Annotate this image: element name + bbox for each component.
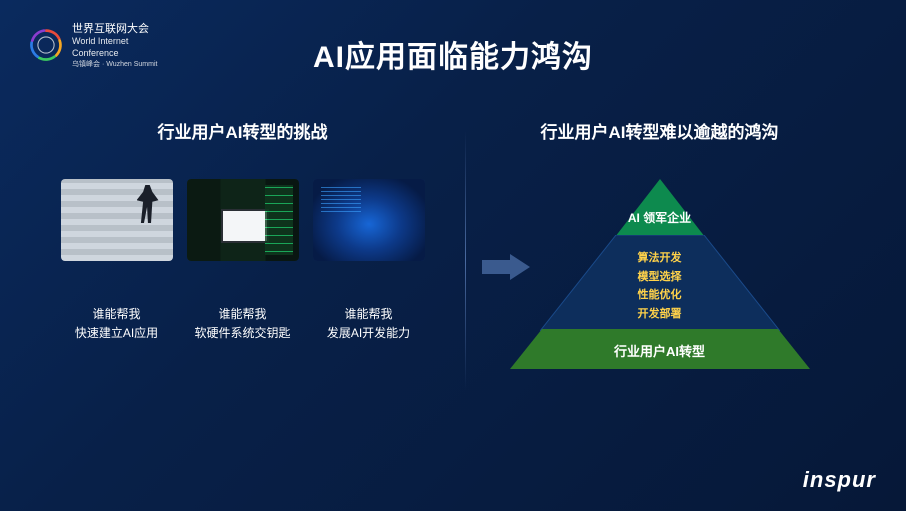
caption-line: 谁能帮我	[313, 305, 425, 324]
pyramid-top-shape	[615, 179, 705, 237]
right-column: 行业用户AI转型难以逾越的鸿沟 AI 领军企业 算法开发	[453, 118, 906, 369]
challenge-cards: 谁能帮我 快速建立AI应用 谁能帮我 软硬件系统交钥匙 谁能帮我 发展AI开发能…	[72, 179, 413, 343]
pyramid-mid-line: 开发部署	[540, 305, 780, 324]
card-caption: 谁能帮我 快速建立AI应用	[61, 305, 173, 343]
card-image-brain	[313, 179, 425, 261]
pyramid-top-prefix: AI	[628, 211, 640, 225]
pyramid-top-rest: 领军企业	[640, 211, 691, 225]
right-heading: 行业用户AI转型难以逾越的鸿沟	[473, 118, 846, 143]
caption-line: 谁能帮我	[61, 305, 173, 324]
pyramid-tier-mid: 算法开发 模型选择 性能优化 开发部署	[540, 235, 780, 331]
challenge-card: 谁能帮我 软硬件系统交钥匙	[187, 179, 299, 343]
pyramid-tier-top: AI 领军企业	[615, 179, 705, 237]
caption-line: 谁能帮我	[187, 305, 299, 324]
pyramid-mid-line: 性能优化	[540, 286, 780, 305]
caption-line: 快速建立AI应用	[61, 324, 173, 343]
pyramid-mid-line: 模型选择	[540, 268, 780, 287]
pyramid-mid-labels: 算法开发 模型选择 性能优化 开发部署	[540, 249, 780, 324]
card-image-maze	[61, 179, 173, 261]
caption-line: 发展AI开发能力	[313, 324, 425, 343]
challenge-card: 谁能帮我 发展AI开发能力	[313, 179, 425, 343]
slide-title: AI应用面临能力鸿沟	[0, 32, 906, 76]
pyramid-mid-line: 算法开发	[540, 249, 780, 268]
card-caption: 谁能帮我 发展AI开发能力	[313, 305, 425, 343]
brand-logo: inspur	[803, 467, 876, 493]
challenge-card: 谁能帮我 快速建立AI应用	[61, 179, 173, 343]
left-heading: 行业用户AI转型的挑战	[72, 118, 413, 143]
pyramid-bot-label: 行业用户AI转型	[510, 341, 810, 360]
pyramid-tier-bottom: 行业用户AI转型	[510, 329, 810, 369]
pyramid-top-label: AI 领军企业	[615, 209, 705, 226]
card-image-server	[187, 179, 299, 261]
caption-line: 软硬件系统交钥匙	[187, 324, 299, 343]
content-row: 行业用户AI转型的挑战 谁能帮我 快速建立AI应用 谁能帮我 软硬件系统交钥匙	[0, 118, 906, 369]
card-caption: 谁能帮我 软硬件系统交钥匙	[187, 305, 299, 343]
left-column: 行业用户AI转型的挑战 谁能帮我 快速建立AI应用 谁能帮我 软硬件系统交钥匙	[0, 118, 453, 369]
pyramid-diagram: AI 领军企业 算法开发 模型选择 性能优化 开发部署	[520, 179, 800, 369]
